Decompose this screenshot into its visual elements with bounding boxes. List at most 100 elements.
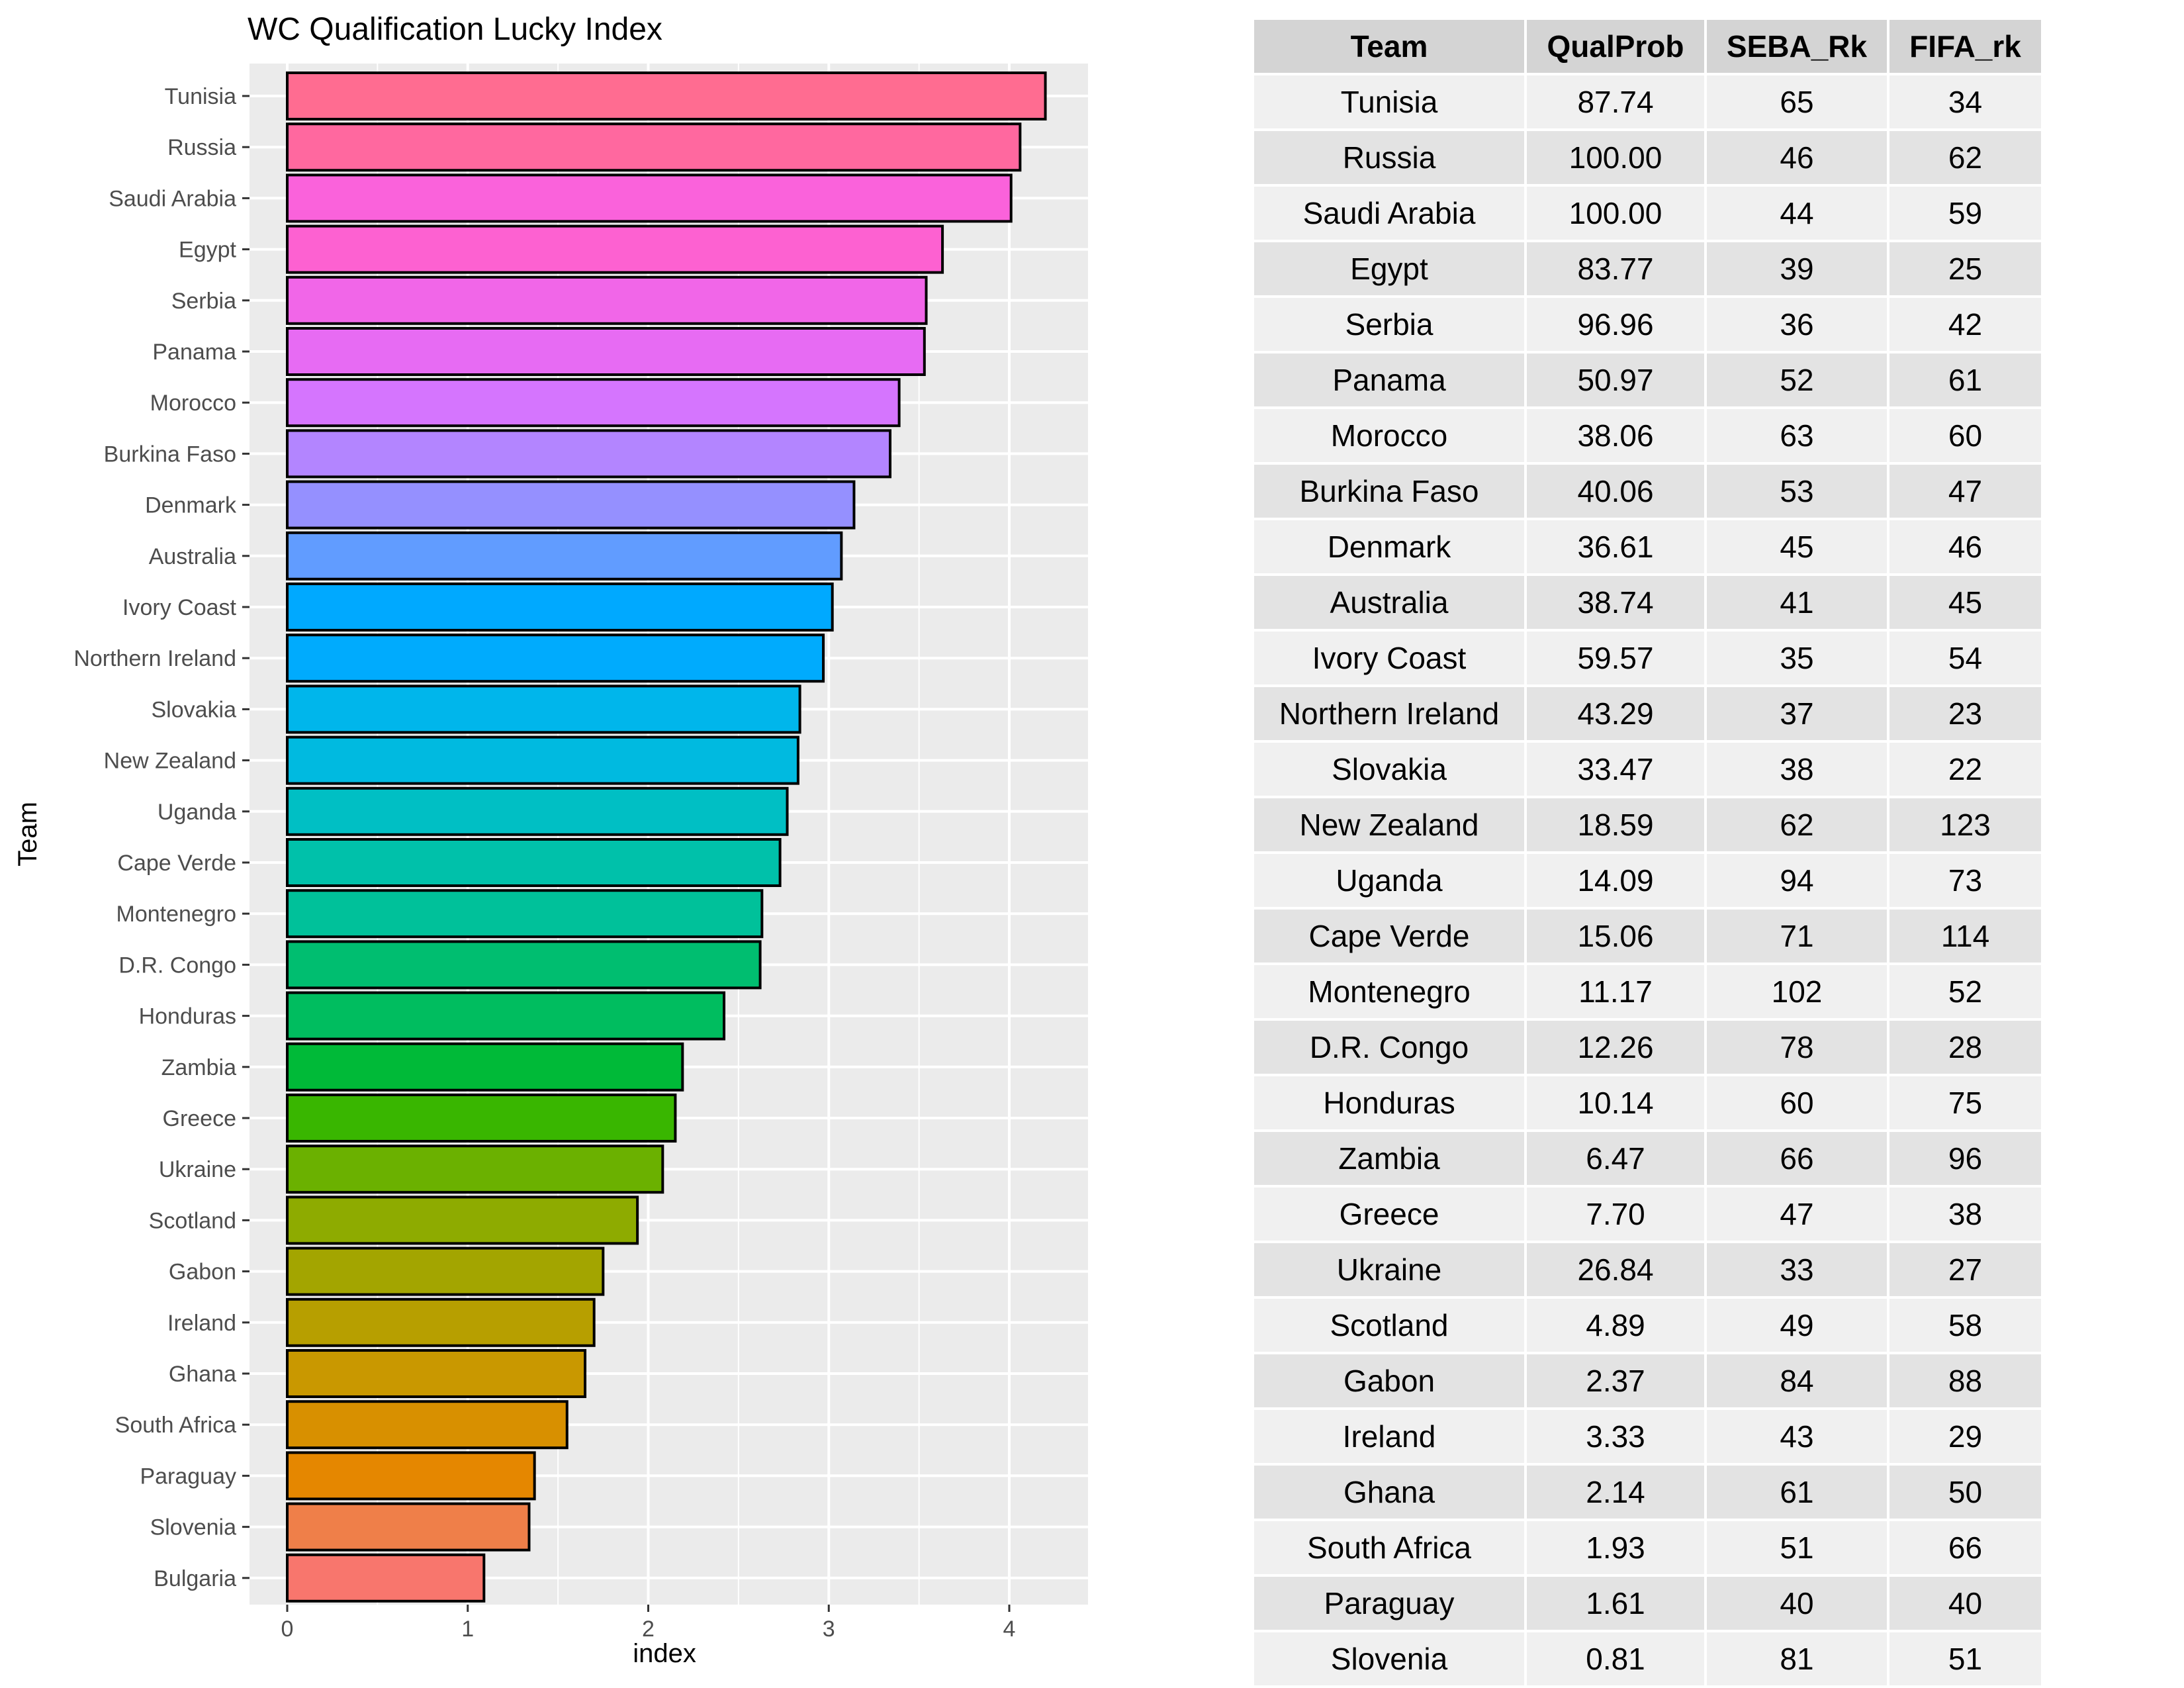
y-tick-label: Uganda [158,800,236,825]
table-row: Ukraine 26.84 33 27 [1254,1243,2041,1296]
cell-fifa-rk: 25 [1889,242,2041,295]
y-tick-label: Bulgaria [154,1566,236,1591]
cell-seba-rk: 84 [1707,1354,1887,1407]
table-row: Montenegro 11.17 102 52 [1254,965,2041,1018]
cell-fifa-rk: 52 [1889,965,2041,1018]
y-axis-title: Team [13,802,42,867]
cell-team: Egypt [1254,242,1524,295]
bar [286,327,926,376]
y-tick-label: Cape Verde [117,851,236,876]
header-fifa-rk: FIFA_rk [1889,20,2041,73]
cell-qualprob: 50.97 [1527,353,1704,406]
cell-fifa-rk: 38 [1889,1188,2041,1241]
cell-qualprob: 18.59 [1527,798,1704,851]
cell-seba-rk: 45 [1707,520,1887,573]
bar [286,1502,531,1552]
bar [286,1553,486,1603]
cell-qualprob: 15.06 [1527,910,1704,962]
x-tick-label: 0 [281,1617,294,1642]
cell-seba-rk: 35 [1707,632,1887,684]
cell-seba-rk: 41 [1707,576,1887,629]
cell-team: Ivory Coast [1254,632,1524,684]
bar [286,1145,664,1194]
cell-qualprob: 4.89 [1527,1299,1704,1352]
table-row: Burkina Faso 40.06 53 47 [1254,465,2041,518]
cell-fifa-rk: 73 [1889,854,2041,907]
cell-fifa-rk: 47 [1889,465,2041,518]
cell-team: Australia [1254,576,1524,629]
bar-layer [286,71,1047,1603]
cell-team: Burkina Faso [1254,465,1524,518]
cell-qualprob: 1.93 [1527,1521,1704,1574]
y-tick-label: Russia [167,135,236,160]
bar [286,531,843,581]
cell-qualprob: 96.96 [1527,298,1704,351]
cell-seba-rk: 52 [1707,353,1887,406]
cell-team: Honduras [1254,1076,1524,1129]
table-header-row: Team QualProb SEBA_Rk FIFA_rk [1254,20,2041,73]
bar [286,275,928,325]
table-row: New Zealand 18.59 62 123 [1254,798,2041,851]
cell-seba-rk: 39 [1707,242,1887,295]
y-tick-label: Morocco [150,391,236,416]
bar [286,583,834,632]
table-row: Slovakia 33.47 38 22 [1254,743,2041,796]
cell-team: Greece [1254,1188,1524,1241]
bar [286,1094,677,1143]
table-row: Australia 38.74 41 45 [1254,576,2041,629]
y-tick-label: Montenegro [116,902,236,927]
cell-qualprob: 0.81 [1527,1632,1704,1685]
table-row: Cape Verde 15.06 71 114 [1254,910,2041,962]
cell-seba-rk: 47 [1707,1188,1887,1241]
cell-seba-rk: 49 [1707,1299,1887,1352]
y-tick-label: New Zealand [104,749,236,774]
header-seba-rk: SEBA_Rk [1707,20,1887,73]
y-tick-label: Scotland [149,1208,236,1233]
bar [286,378,901,428]
chart-canvas: Tunisia Russia Saudi Arabia Egypt Serbia Pana… [13,12,1088,1668]
y-tick-label: Slovenia [150,1515,237,1540]
qualification-table-wrap: Team QualProb SEBA_Rk FIFA_rk Tunisia 87.… [1254,20,2041,1685]
table-row: Russia 100.00 46 62 [1254,131,2041,184]
cell-team: Paraguay [1254,1577,1524,1630]
table-row: Ivory Coast 59.57 35 54 [1254,632,2041,684]
x-axis-title: index [633,1639,696,1668]
cell-fifa-rk: 59 [1889,187,2041,240]
cell-team: Montenegro [1254,965,1524,1018]
cell-seba-rk: 46 [1707,131,1887,184]
cell-qualprob: 11.17 [1527,965,1704,1018]
cell-team: Morocco [1254,409,1524,462]
bar [286,786,789,836]
table-row: Serbia 96.96 36 42 [1254,298,2041,351]
cell-qualprob: 2.37 [1527,1354,1704,1407]
cell-seba-rk: 44 [1707,187,1887,240]
table-row: Greece 7.70 47 38 [1254,1188,2041,1241]
cell-seba-rk: 38 [1707,743,1887,796]
cell-qualprob: 14.09 [1527,854,1704,907]
cell-fifa-rk: 58 [1889,1299,2041,1352]
lucky-index-chart: Tunisia Russia Saudi Arabia Egypt Serbia Pana… [13,12,1088,1668]
y-tick-label: Serbia [171,289,236,314]
cell-seba-rk: 43 [1707,1410,1887,1463]
table-row: Ghana 2.14 61 50 [1254,1466,2041,1519]
bar [286,1451,536,1501]
cell-fifa-rk: 50 [1889,1466,2041,1519]
cell-seba-rk: 53 [1707,465,1887,518]
table-row: Gabon 2.37 84 88 [1254,1354,2041,1407]
cell-fifa-rk: 123 [1889,798,2041,851]
y-tick-label: Northern Ireland [73,646,236,671]
bar [286,122,1022,172]
cell-fifa-rk: 61 [1889,353,2041,406]
cell-qualprob: 38.06 [1527,409,1704,462]
cell-seba-rk: 63 [1707,409,1887,462]
y-tick-label: Egypt [179,238,236,263]
cell-fifa-rk: 96 [1889,1132,2041,1185]
y-tick-label: Honduras [139,1004,236,1029]
x-tick-label: 2 [642,1617,655,1642]
table-row: Ireland 3.33 43 29 [1254,1410,2041,1463]
cell-qualprob: 33.47 [1527,743,1704,796]
cell-qualprob: 6.47 [1527,1132,1704,1185]
cell-seba-rk: 78 [1707,1021,1887,1074]
cell-seba-rk: 62 [1707,798,1887,851]
cell-seba-rk: 33 [1707,1243,1887,1296]
